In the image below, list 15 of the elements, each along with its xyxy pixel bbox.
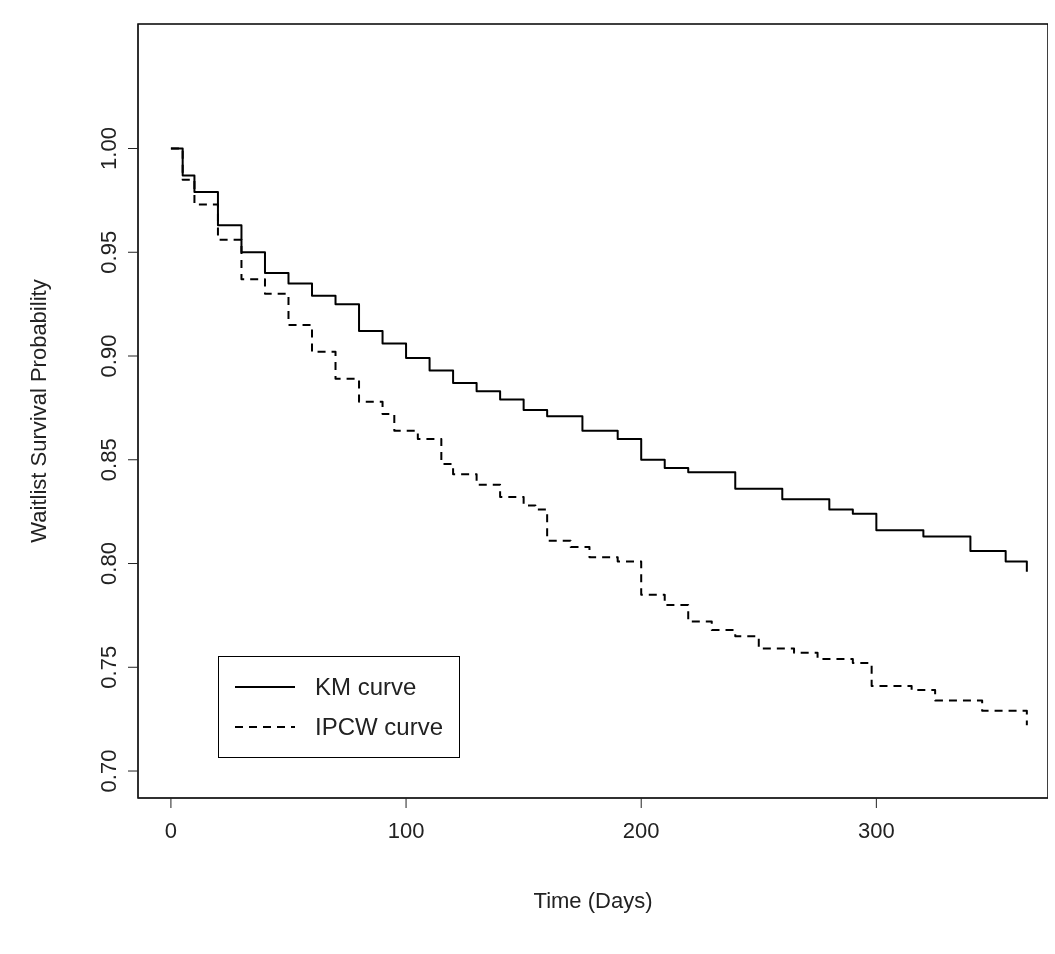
legend-label: KM curve (315, 672, 417, 702)
x-axis-title: Time (Days) (533, 888, 653, 913)
y-axis-title: Waitlist Survival Probability (25, 279, 51, 543)
y-tick-label: 0.95 (96, 230, 121, 274)
y-tick-label: 0.85 (96, 438, 121, 482)
y-tick-label: 0.90 (96, 334, 121, 378)
legend-label: IPCW curve (315, 712, 444, 742)
x-tick-label: 300 (857, 817, 895, 843)
x-tick-label: 0 (164, 817, 178, 843)
y-tick-label: 0.75 (96, 645, 121, 689)
x-tick-label: 100 (387, 817, 425, 843)
y-tick-label: 0.80 (96, 542, 121, 585)
y-tick-label: 1.00 (96, 127, 121, 170)
x-tick-label: 200 (622, 817, 660, 843)
y-tick-label: 0.70 (96, 749, 121, 793)
